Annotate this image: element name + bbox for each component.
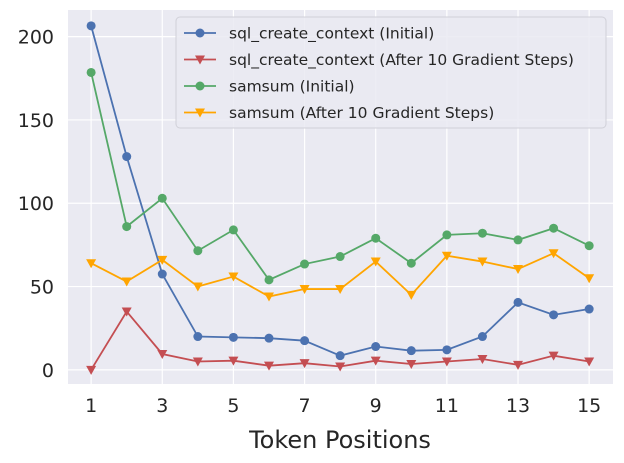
data-point (86, 67, 96, 77)
data-point (263, 292, 274, 302)
data-point (121, 307, 132, 317)
data-point (263, 361, 274, 371)
data-point (122, 152, 132, 162)
data-point (370, 257, 381, 267)
legend-marker (195, 81, 205, 91)
data-point (192, 357, 203, 367)
legend-label: samsum (Initial) (229, 78, 355, 96)
data-point (441, 251, 452, 261)
x-tick-label: 15 (577, 395, 601, 417)
data-point (86, 21, 96, 31)
data-point (406, 360, 417, 370)
data-point (477, 332, 487, 342)
data-point (406, 258, 416, 268)
data-point (299, 285, 310, 295)
data-point (300, 336, 310, 346)
data-point (406, 346, 416, 356)
data-point (193, 246, 203, 256)
data-point (406, 290, 417, 300)
legend: sql_create_context (Initial) sql_create_c… (175, 16, 607, 129)
data-point (584, 304, 594, 314)
legend-label: samsum (After 10 Gradient Steps) (229, 104, 494, 122)
data-point (442, 230, 452, 240)
legend-marker (195, 28, 205, 38)
y-tick-label: 0 (42, 360, 54, 382)
data-point (371, 233, 381, 243)
data-point (335, 285, 346, 295)
series-1 (86, 307, 595, 375)
x-tick-label: 11 (435, 395, 459, 417)
data-point (441, 357, 452, 367)
data-point (335, 252, 345, 262)
data-point (584, 357, 595, 367)
data-point (193, 332, 203, 342)
y-tick-label: 100 (18, 193, 54, 215)
x-tick-label: 3 (156, 395, 168, 417)
x-tick-label: 5 (227, 395, 239, 417)
data-point (477, 355, 488, 365)
x-tick-label: 1 (85, 395, 97, 417)
data-point (549, 310, 559, 320)
data-point (228, 332, 238, 342)
x-axis-label: Token Positions (248, 426, 431, 454)
data-point (371, 342, 381, 352)
data-point (300, 259, 310, 269)
series-3 (86, 249, 595, 302)
data-point (513, 235, 523, 245)
y-tick-label: 200 (18, 27, 54, 49)
data-point (477, 257, 488, 267)
data-point (86, 259, 97, 269)
data-point (228, 356, 239, 366)
data-point (228, 225, 238, 235)
data-point (548, 351, 559, 361)
data-point (228, 272, 239, 282)
data-point (157, 193, 167, 203)
data-point (157, 350, 168, 360)
y-tick-label: 50 (30, 277, 54, 299)
data-point (549, 223, 559, 233)
y-tick-label: 150 (18, 110, 54, 132)
x-axis-ticks: 1 3 5 7 9 11 13 15 (85, 395, 601, 417)
data-point (513, 265, 524, 275)
data-point (299, 359, 310, 369)
data-point (513, 360, 524, 370)
data-point (86, 365, 97, 375)
data-point (584, 274, 595, 284)
data-point (442, 345, 452, 355)
legend-marker (195, 55, 205, 65)
series (86, 21, 595, 375)
x-tick-label: 7 (299, 395, 311, 417)
legend-label: sql_create_context (After 10 Gradient St… (229, 51, 574, 70)
legend-marker (195, 108, 205, 118)
x-tick-label: 9 (370, 395, 382, 417)
x-tick-label: 13 (506, 395, 530, 417)
series-2 (86, 67, 594, 285)
data-point (477, 228, 487, 238)
data-point (122, 222, 132, 232)
data-point (157, 255, 168, 265)
data-point (264, 275, 274, 285)
data-point (335, 362, 346, 372)
y-axis-ticks: 0 50 100 150 200 (18, 27, 54, 382)
legend-box (175, 16, 607, 129)
data-point (548, 249, 559, 259)
legend-label: sql_create_context (Initial) (229, 25, 434, 44)
data-point (157, 269, 167, 279)
data-point (335, 351, 345, 361)
data-point (192, 282, 203, 292)
data-point (370, 356, 381, 366)
data-point (513, 297, 523, 307)
data-point (264, 333, 274, 343)
data-point (584, 241, 594, 251)
series-0 (86, 21, 594, 361)
data-point (121, 277, 132, 287)
